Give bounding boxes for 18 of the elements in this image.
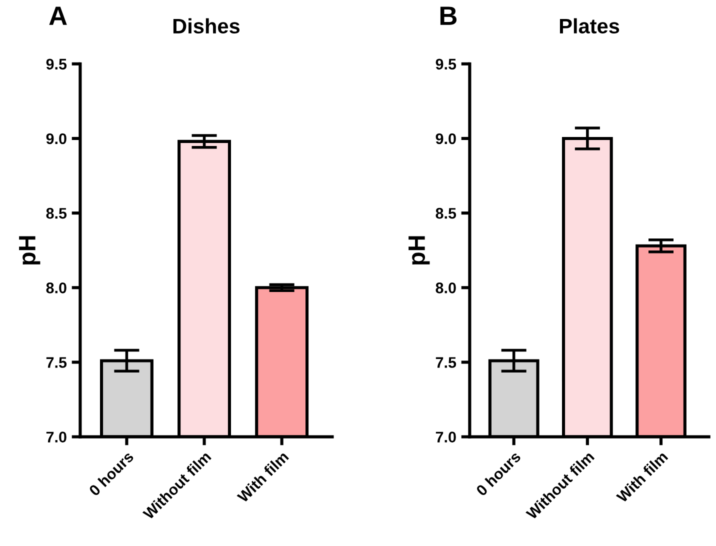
- y-axis-title: pH: [408, 236, 430, 265]
- chart-title: Plates: [560, 18, 620, 34]
- y-tick-label: 8.0: [436, 282, 456, 294]
- y-tick-label: 8.5: [436, 208, 456, 219]
- y-tick-label: 7.5: [436, 357, 456, 368]
- y-tick-label: 9.0: [46, 133, 66, 144]
- y-tick-label: 7.0: [46, 432, 66, 442]
- y-axis-title: pH: [19, 236, 40, 265]
- y-tick-label: 9.0: [436, 133, 456, 144]
- y-tick-label: 8.5: [46, 208, 67, 219]
- text: A: [49, 6, 67, 25]
- y-tick-label: 9.5: [436, 58, 456, 70]
- text: B: [440, 6, 457, 25]
- y-tick-label: 9.5: [46, 58, 67, 70]
- y-tick-label: 8.0: [46, 282, 66, 294]
- chart-title: Dishes: [173, 18, 240, 34]
- y-tick-label: 7.5: [46, 357, 67, 368]
- y-tick-label: 7.0: [436, 432, 456, 442]
